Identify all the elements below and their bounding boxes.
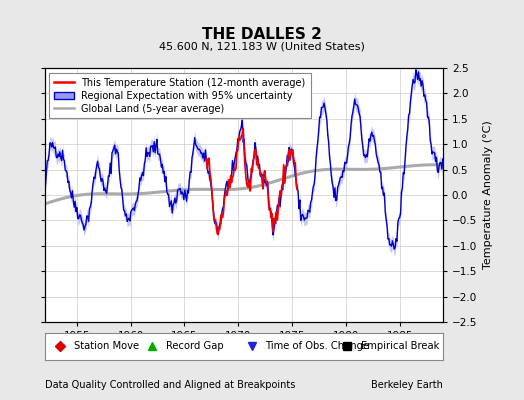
Legend: This Temperature Station (12-month average), Regional Expectation with 95% uncer: This Temperature Station (12-month avera… <box>49 73 311 118</box>
Text: Record Gap: Record Gap <box>166 341 224 351</box>
Text: Data Quality Controlled and Aligned at Breakpoints: Data Quality Controlled and Aligned at B… <box>45 380 295 390</box>
Text: 45.600 N, 121.183 W (United States): 45.600 N, 121.183 W (United States) <box>159 41 365 51</box>
Text: Berkeley Earth: Berkeley Earth <box>371 380 443 390</box>
Text: THE DALLES 2: THE DALLES 2 <box>202 27 322 42</box>
Text: Time of Obs. Change: Time of Obs. Change <box>266 341 370 351</box>
Text: Station Move: Station Move <box>74 341 139 351</box>
Text: Empirical Break: Empirical Break <box>361 341 440 351</box>
Y-axis label: Temperature Anomaly (°C): Temperature Anomaly (°C) <box>483 121 493 269</box>
